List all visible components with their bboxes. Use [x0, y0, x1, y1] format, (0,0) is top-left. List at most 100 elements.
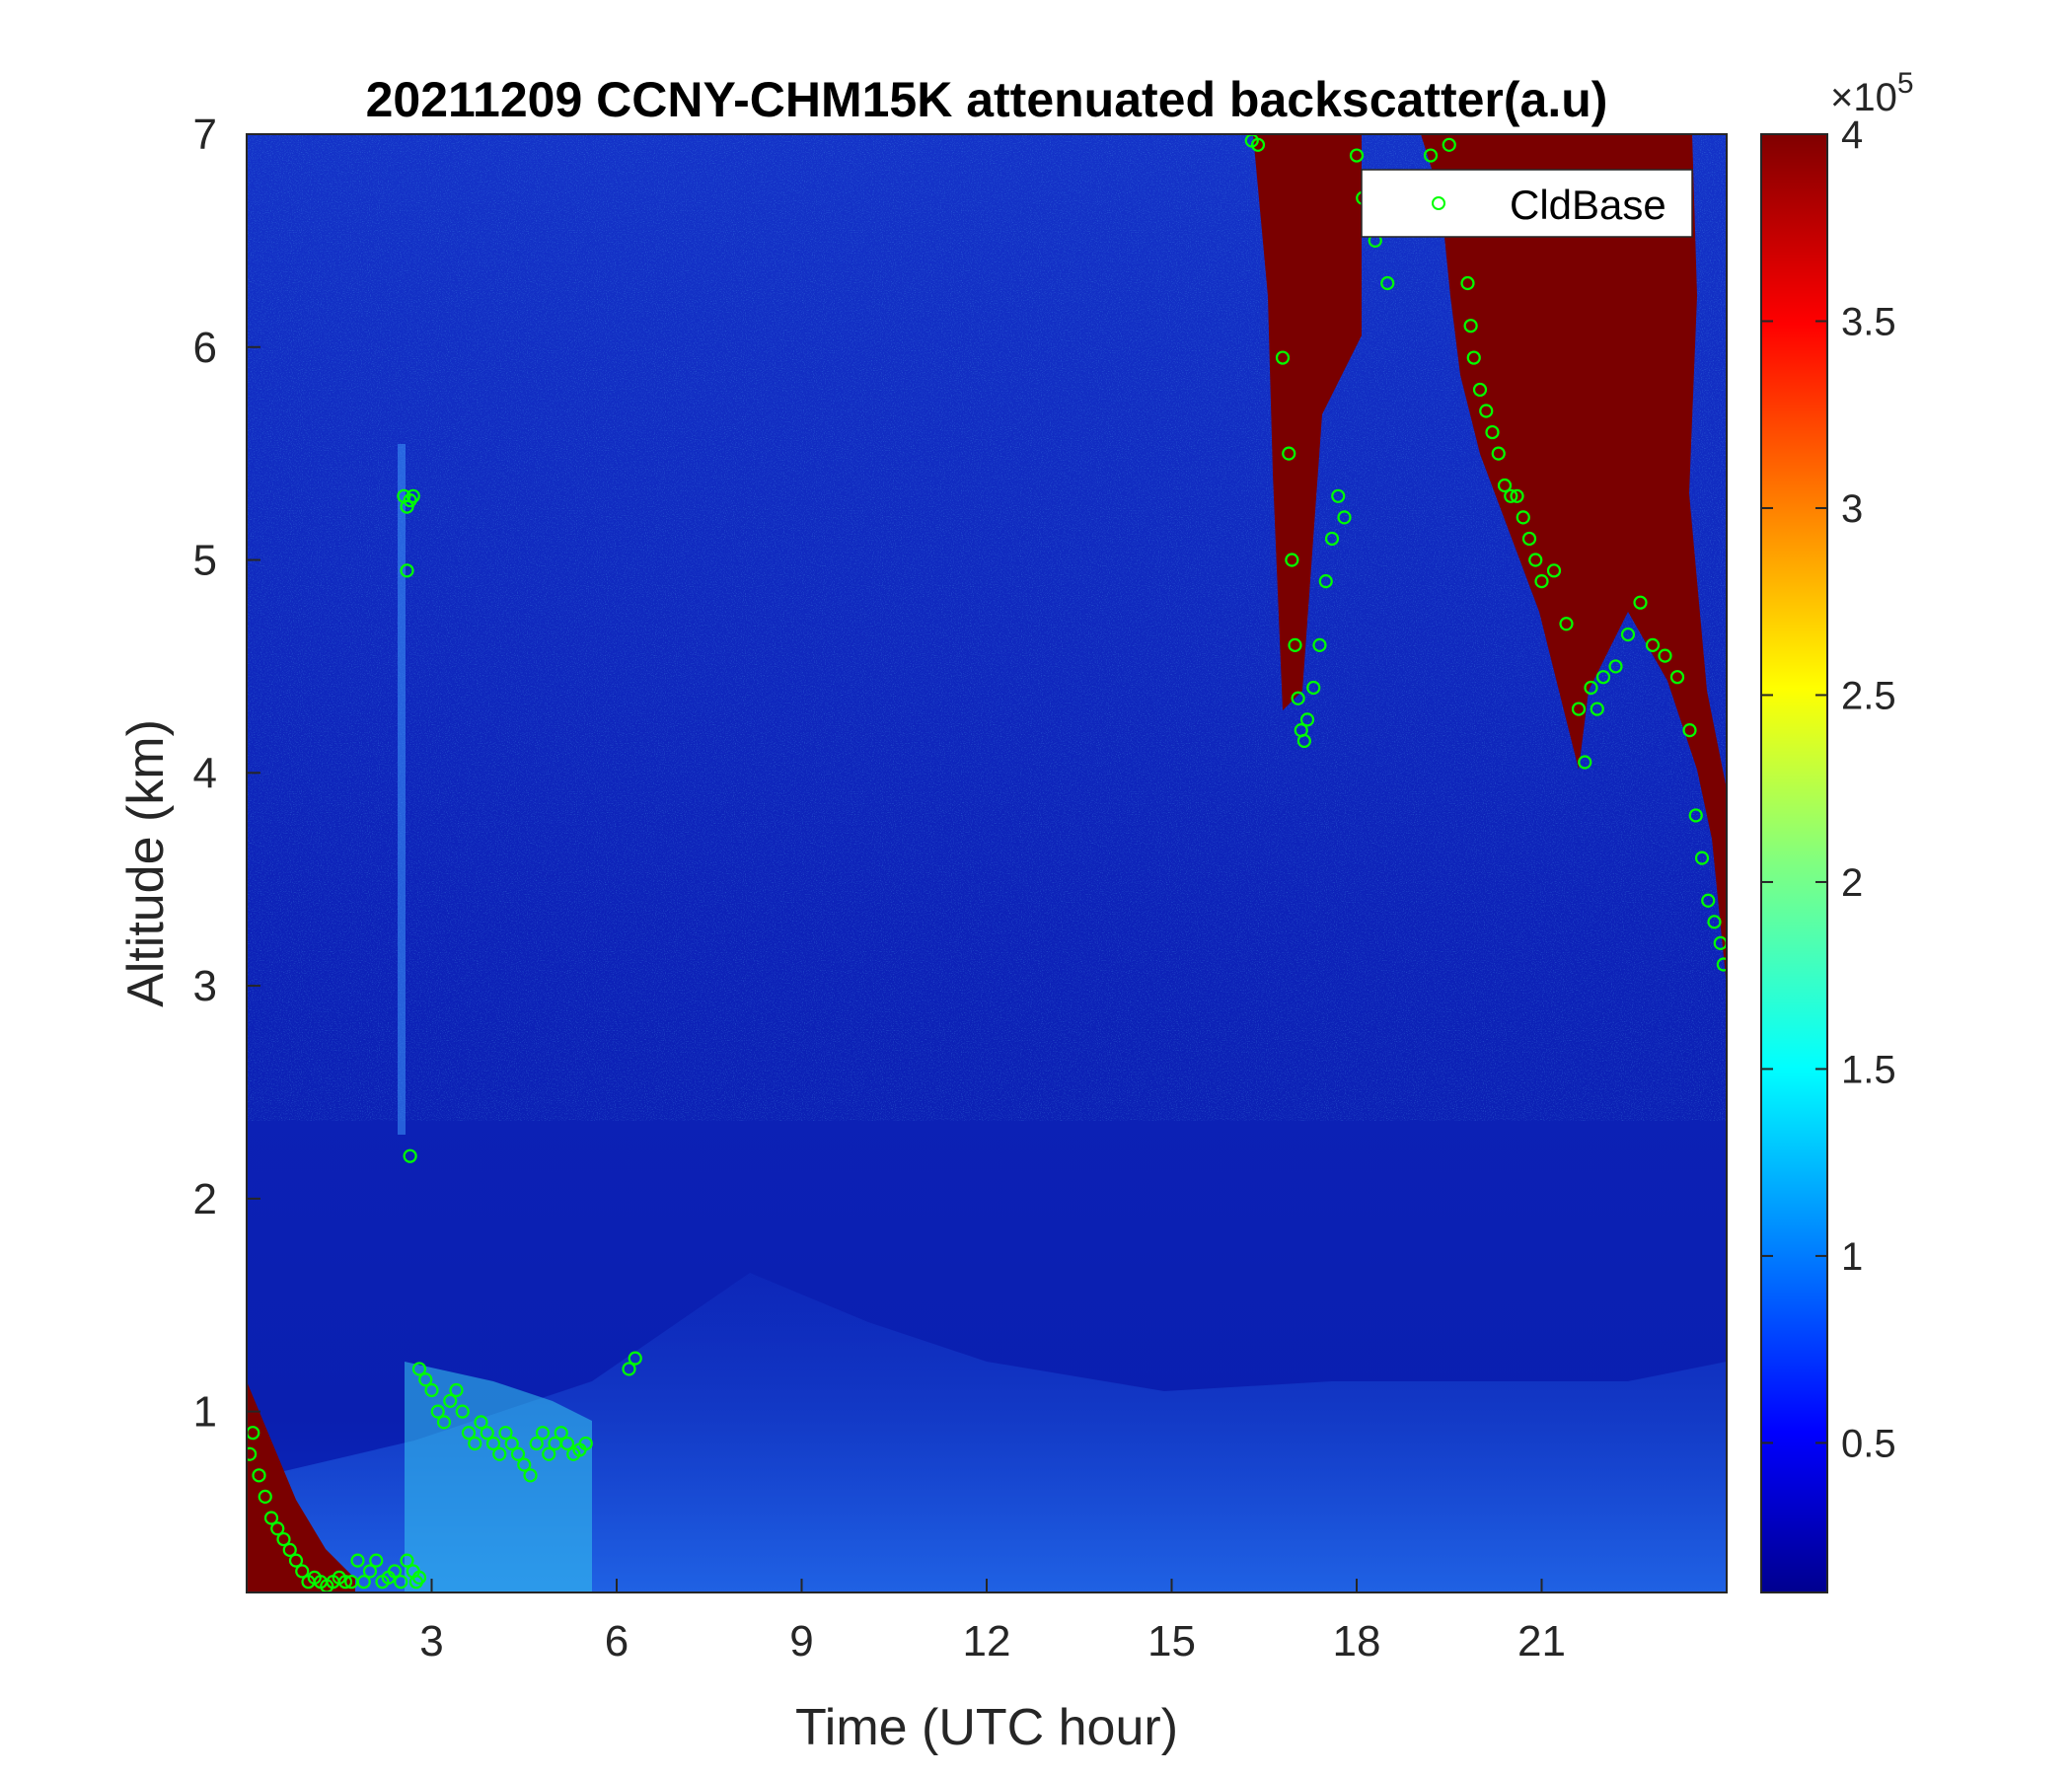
y-tick-label: 7	[193, 111, 217, 159]
colorbar-tick-label: 1.5	[1841, 1048, 1896, 1091]
cldbase-point	[1694, 851, 1710, 865]
y-axis-label: Altitude (km)	[117, 719, 175, 1007]
cldbase-point	[468, 1436, 482, 1451]
cldbase-point	[1331, 488, 1346, 503]
y-tick-label: 3	[193, 962, 217, 1010]
y-axis: 1 2 3 4 5 6 7	[193, 111, 260, 1437]
cldbase-point	[1716, 957, 1727, 972]
cldbase-point	[411, 1570, 427, 1585]
colorbar-ticks: 0.5 1 1.5 2 2.5 3 3.5 4	[1761, 113, 1896, 1465]
colorbar-exponent-base: ×10	[1830, 76, 1897, 119]
cldbase-point	[295, 1564, 310, 1579]
cldbase-point	[1584, 680, 1598, 696]
cldbase-point	[1423, 148, 1439, 163]
cldbase-point	[474, 1415, 488, 1430]
cldbase-point	[270, 1521, 285, 1536]
colorbar-tick-label: 3	[1841, 487, 1863, 531]
y-tick-label: 6	[193, 324, 217, 372]
cldbase-point	[1463, 319, 1478, 333]
colorbar-tick-label: 2.5	[1841, 674, 1896, 717]
cldbase-point	[1595, 670, 1611, 685]
cldbase-point	[449, 1382, 464, 1398]
cldbase-point	[424, 1382, 439, 1398]
cldbase-point	[480, 1426, 494, 1441]
cldbase-point	[400, 1553, 414, 1568]
colorbar-exponent: ×105	[1830, 67, 1914, 119]
cldbase-point	[578, 1436, 593, 1451]
cldbase-point	[1620, 627, 1636, 642]
x-tick-label: 3	[419, 1617, 443, 1665]
legend-label: CldBase	[1510, 182, 1666, 228]
cldbase-point	[337, 1575, 353, 1590]
cldbase-point	[504, 1436, 519, 1451]
y-tick-label: 2	[193, 1175, 217, 1223]
cldbase-point	[492, 1446, 507, 1461]
cldbase-point	[1571, 702, 1587, 716]
x-tick-label: 18	[1333, 1617, 1381, 1665]
cldbase-point	[1707, 915, 1722, 929]
y-tick-label: 5	[193, 537, 217, 585]
x-tick-label: 15	[1147, 1617, 1196, 1665]
cldbase-point	[350, 1553, 365, 1568]
colorbar-tick-label: 4	[1841, 113, 1863, 157]
cldbase-point	[1688, 808, 1703, 823]
cldbase-point	[411, 1362, 427, 1376]
cldbase-point	[461, 1426, 477, 1441]
cldbase-point	[1682, 723, 1697, 738]
cldbase-point	[263, 1511, 279, 1525]
cldbase-point	[1701, 893, 1716, 908]
cldbase-point	[1559, 617, 1574, 631]
x-tick-label: 6	[605, 1617, 629, 1665]
colorbar-gradient	[1760, 133, 1828, 1593]
y-tick-label: 4	[193, 749, 217, 797]
cloud-region-afternoon	[1253, 134, 1362, 710]
cldbase-point	[400, 563, 414, 578]
cldbase-point	[436, 1415, 452, 1430]
cldbase-point	[498, 1426, 513, 1441]
cldbase-point	[510, 1446, 526, 1461]
cldbase-point	[282, 1542, 297, 1557]
cldbase-point	[1285, 553, 1299, 567]
cldbase-point	[529, 1436, 544, 1451]
x-axis: 3 6 9 12 15 18 21	[419, 1579, 1566, 1665]
cldbase-point	[1466, 350, 1481, 365]
cldbase-point	[1318, 574, 1333, 589]
colorbar-exponent-power: 5	[1897, 67, 1914, 100]
x-tick-label: 21	[1517, 1617, 1566, 1665]
cldbase-point	[403, 1148, 417, 1163]
cldbase-point	[554, 1426, 568, 1441]
cloud-speck	[1653, 257, 1674, 296]
cldbase-point	[1250, 137, 1266, 152]
cldbase-point	[1669, 670, 1685, 685]
cldbase-point	[1312, 637, 1327, 652]
cldbase-point	[258, 1489, 272, 1505]
cldbase-point	[369, 1553, 384, 1568]
cldbase-point	[276, 1531, 291, 1547]
cldbase-point	[252, 1468, 266, 1483]
cldbase-point	[1479, 404, 1494, 418]
cldbase-point	[455, 1404, 470, 1419]
cldbase-point	[356, 1575, 371, 1590]
cldbase-point	[1485, 424, 1500, 440]
x-tick-label: 12	[963, 1617, 1011, 1665]
cldbase-point	[1528, 553, 1543, 567]
boundary-layer-region	[247, 1273, 1727, 1592]
cldbase-point	[288, 1553, 304, 1568]
cldbase-point	[362, 1564, 378, 1579]
cldbase-point	[1288, 637, 1302, 652]
cldbase-point	[523, 1468, 538, 1483]
cldbase-point	[247, 1446, 258, 1461]
cldbase-point	[1510, 488, 1524, 503]
cldbase-point	[430, 1404, 445, 1419]
early-aerosol-plume	[405, 1362, 592, 1592]
cldbase-point	[1645, 637, 1661, 652]
cldbase-point	[1521, 531, 1537, 547]
cldbase-point	[622, 1362, 636, 1376]
cloud-spike	[398, 444, 406, 1135]
cldbase-point	[1275, 350, 1291, 365]
colorbar-tick-label: 0.5	[1841, 1422, 1896, 1465]
cldbase-point	[1534, 574, 1549, 589]
cldbase-point	[418, 1372, 433, 1387]
cldbase-point	[1460, 275, 1475, 291]
